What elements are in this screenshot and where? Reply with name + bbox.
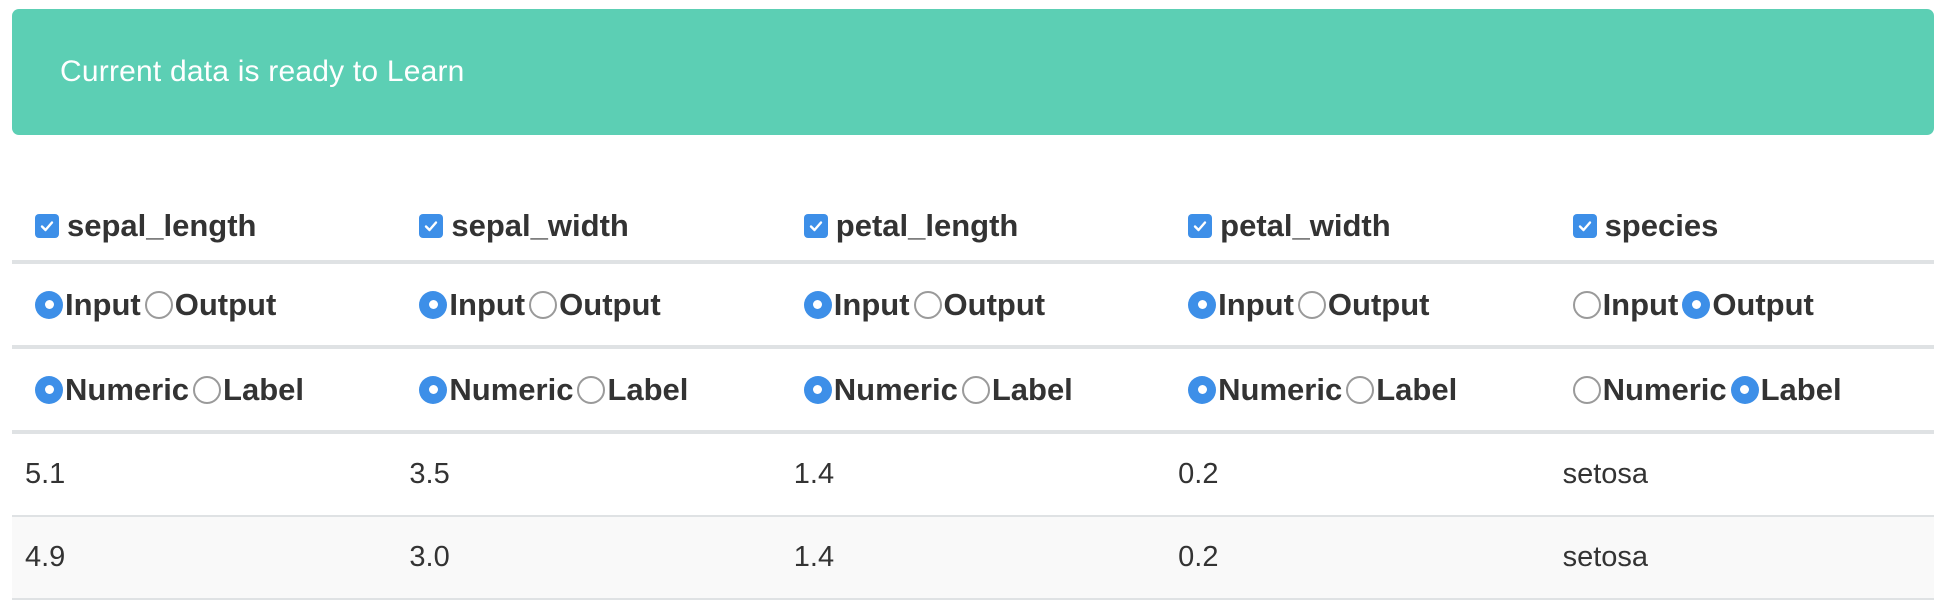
output-radio-label[interactable]: Output: [174, 286, 277, 322]
status-message: Current data is ready to Learn: [60, 55, 465, 88]
label-radio[interactable]: [577, 375, 606, 404]
role-row: Input Output Input Output Input Output I…: [12, 264, 1934, 349]
table-cell: 4.9: [25, 541, 66, 573]
output-radio-label[interactable]: Output: [559, 286, 661, 322]
checkmark-icon: [40, 220, 54, 231]
table-cell: 1.4: [793, 458, 835, 490]
input-radio-label[interactable]: Input: [1602, 286, 1679, 322]
role-cell-petal-width: Input Output: [1165, 264, 1549, 345]
include-checkbox-sepal-length[interactable]: [35, 213, 59, 238]
input-radio[interactable]: [803, 290, 832, 319]
label-radio[interactable]: [1346, 375, 1375, 404]
data-table: sepal_length sepal_width petal_length pe…: [12, 183, 1934, 600]
numeric-radio[interactable]: [803, 375, 832, 404]
table-row: 4.9 3.0 1.4 0.2 setosa: [12, 517, 1934, 600]
role-cell-sepal-length: Input Output: [12, 264, 396, 345]
label-radio-label[interactable]: Label: [607, 371, 689, 407]
input-radio[interactable]: [1188, 290, 1217, 319]
column-header-petal-length: petal_length: [781, 183, 1165, 260]
kind-cell-species: Numeric Label: [1550, 349, 1934, 430]
label-radio[interactable]: [193, 375, 222, 404]
numeric-radio-label[interactable]: Numeric: [833, 371, 958, 407]
column-header-row: sepal_length sepal_width petal_length pe…: [12, 183, 1934, 264]
output-radio[interactable]: [913, 290, 942, 319]
input-radio-label[interactable]: Input: [1218, 286, 1294, 322]
status-banner: Current data is ready to Learn: [12, 9, 1934, 135]
output-radio-label[interactable]: Output: [1327, 286, 1430, 322]
checkmark-icon: [809, 220, 822, 231]
numeric-radio[interactable]: [1572, 375, 1601, 404]
column-name: species: [1604, 207, 1719, 243]
kind-cell-sepal-length: Numeric Label: [12, 349, 396, 430]
numeric-radio-label[interactable]: Numeric: [65, 371, 190, 407]
kind-row: Numeric Label Numeric Label Numeric Labe…: [12, 349, 1934, 434]
include-checkbox-sepal-width[interactable]: [419, 213, 444, 238]
numeric-radio[interactable]: [419, 375, 448, 404]
column-header-sepal-length: sepal_length: [12, 183, 396, 260]
numeric-radio-label[interactable]: Numeric: [1218, 371, 1343, 407]
output-radio[interactable]: [1682, 290, 1711, 319]
input-radio-label[interactable]: Input: [65, 286, 141, 322]
numeric-radio[interactable]: [35, 375, 63, 404]
include-checkbox-petal-width[interactable]: [1188, 213, 1213, 238]
input-radio[interactable]: [1572, 290, 1601, 319]
column-header-petal-width: petal_width: [1165, 183, 1549, 260]
checkmark-icon: [1193, 220, 1207, 231]
table-cell: 0.2: [1178, 458, 1219, 490]
numeric-radio[interactable]: [1188, 375, 1217, 404]
input-radio[interactable]: [35, 290, 63, 319]
column-name: petal_length: [835, 207, 1019, 243]
label-radio-label[interactable]: Label: [223, 371, 305, 407]
output-radio-label[interactable]: Output: [943, 286, 1046, 322]
numeric-radio-label[interactable]: Numeric: [1602, 371, 1727, 407]
include-checkbox-species[interactable]: [1572, 213, 1597, 238]
table-cell: 0.2: [1178, 541, 1219, 573]
kind-cell-sepal-width: Numeric Label: [396, 349, 780, 430]
label-radio[interactable]: [1730, 375, 1759, 404]
table-cell: 3.5: [409, 458, 450, 490]
column-name: sepal_length: [67, 207, 257, 243]
table-cell: setosa: [1562, 458, 1649, 490]
input-radio-label[interactable]: Input: [833, 286, 910, 322]
table-cell: setosa: [1562, 541, 1649, 573]
column-name: sepal_width: [451, 207, 629, 243]
checkmark-icon: [425, 220, 438, 231]
role-cell-species: Input Output: [1550, 264, 1934, 345]
table-row: 5.1 3.5 1.4 0.2 setosa: [12, 434, 1934, 517]
kind-cell-petal-length: Numeric Label: [781, 349, 1165, 430]
output-radio[interactable]: [1297, 290, 1326, 319]
output-radio-label[interactable]: Output: [1712, 286, 1814, 322]
kind-cell-petal-width: Numeric Label: [1165, 349, 1549, 430]
label-radio-label[interactable]: Label: [991, 371, 1073, 407]
include-checkbox-petal-length[interactable]: [803, 213, 828, 238]
column-header-species: species: [1550, 183, 1934, 260]
column-name: petal_width: [1220, 207, 1391, 243]
label-radio-label[interactable]: Label: [1760, 371, 1842, 407]
input-radio-label[interactable]: Input: [449, 286, 526, 322]
column-header-sepal-width: sepal_width: [396, 183, 780, 260]
table-cell: 5.1: [25, 458, 66, 490]
role-cell-sepal-width: Input Output: [396, 264, 780, 345]
table-cell: 3.0: [409, 541, 450, 573]
table-cell: 1.4: [793, 541, 835, 573]
role-cell-petal-length: Input Output: [781, 264, 1165, 345]
output-radio[interactable]: [144, 290, 173, 319]
input-radio[interactable]: [419, 290, 448, 319]
checkmark-icon: [1578, 220, 1591, 231]
label-radio[interactable]: [961, 375, 990, 404]
numeric-radio-label[interactable]: Numeric: [449, 371, 574, 407]
output-radio[interactable]: [529, 290, 558, 319]
label-radio-label[interactable]: Label: [1376, 371, 1458, 407]
